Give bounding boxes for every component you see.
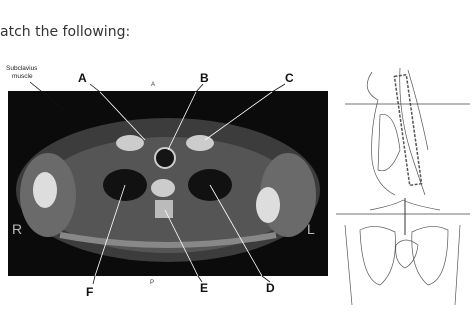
- label-letter: A: [78, 71, 87, 85]
- orientation-label: P: [150, 280, 154, 286]
- orientation-label: R: [12, 221, 22, 237]
- leader-line: [92, 275, 96, 285]
- label-letter: D: [266, 281, 275, 295]
- leader-line: [204, 91, 273, 141]
- leader-line: [29, 81, 71, 116]
- leader-line: [197, 275, 203, 283]
- leader-line: [89, 83, 101, 93]
- label-letter: B: [200, 71, 209, 85]
- label-letter: E: [200, 281, 208, 295]
- annotation-text: Subclavius: [6, 65, 38, 72]
- leader-line: [195, 83, 204, 93]
- coronal-sketch: [336, 198, 470, 306]
- label-letter: C: [285, 71, 294, 85]
- leader-line: [261, 275, 271, 283]
- leader-line: [94, 184, 126, 277]
- ct-image: [8, 91, 328, 276]
- leader-line: [99, 91, 146, 141]
- leader-line: [271, 83, 286, 93]
- leader-line: [164, 209, 199, 277]
- sagittal-sketch: [345, 67, 470, 196]
- orientation-label: L: [307, 221, 315, 237]
- label-letter: F: [86, 285, 93, 299]
- leader-line: [209, 184, 263, 277]
- question-title: atch the following:: [0, 24, 130, 40]
- leader-line: [167, 91, 197, 151]
- orientation-label: A: [151, 82, 155, 88]
- annotation-text: muscle: [12, 73, 33, 80]
